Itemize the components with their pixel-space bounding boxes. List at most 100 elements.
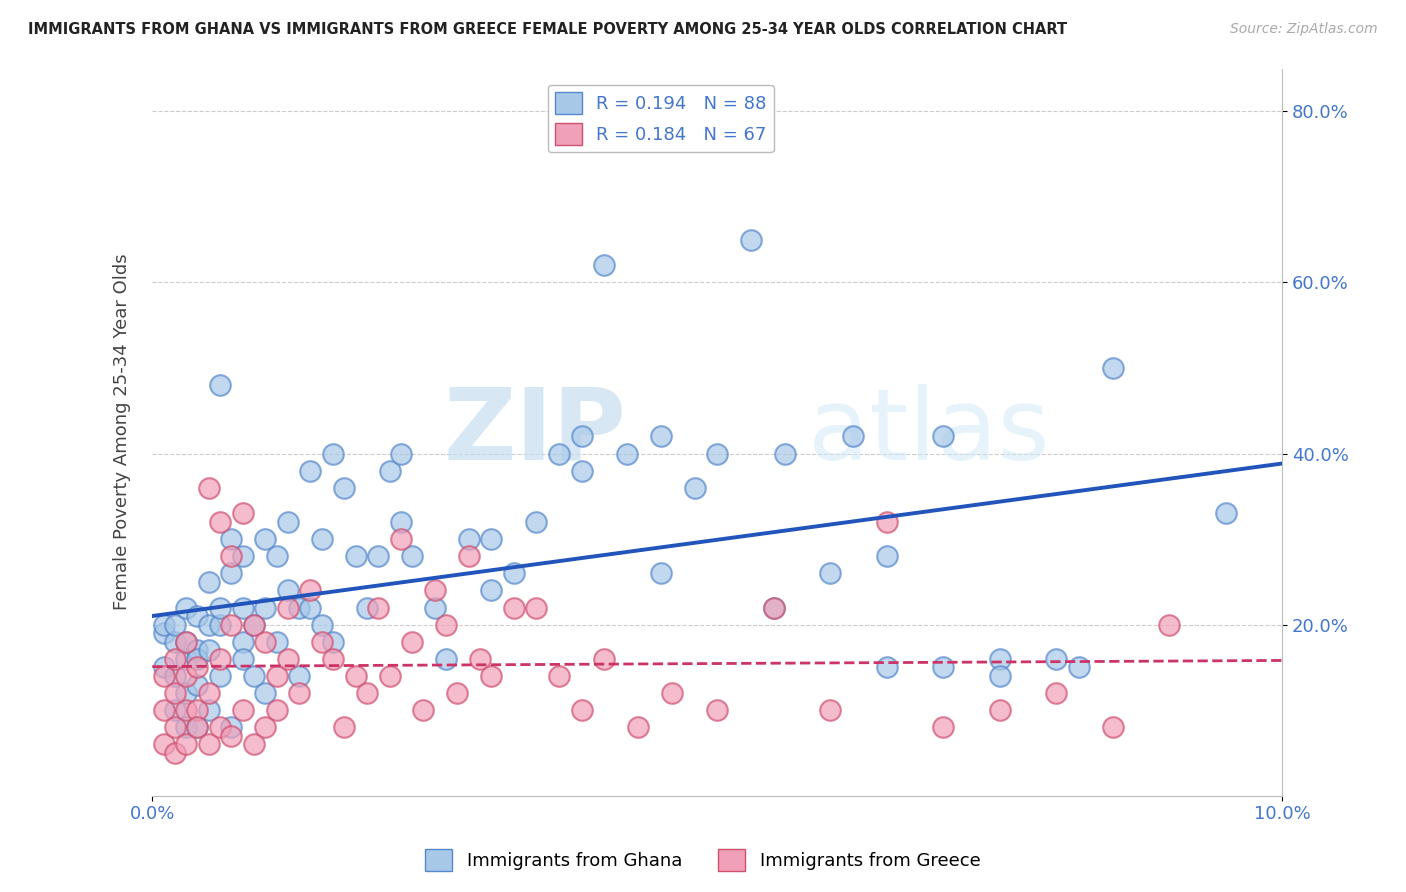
Point <box>1067 660 1090 674</box>
Point <box>232 634 254 648</box>
Point <box>288 686 311 700</box>
Point <box>152 617 174 632</box>
Point <box>174 686 197 700</box>
Point <box>152 669 174 683</box>
Point <box>876 549 898 564</box>
Point <box>254 532 277 546</box>
Point <box>232 549 254 564</box>
Point <box>389 532 412 546</box>
Point <box>593 258 616 272</box>
Point <box>243 617 266 632</box>
Point <box>232 600 254 615</box>
Point <box>344 669 367 683</box>
Point <box>163 617 186 632</box>
Text: ZIP: ZIP <box>444 384 627 481</box>
Point <box>221 532 243 546</box>
Point <box>299 464 322 478</box>
Point <box>389 446 412 460</box>
Point <box>186 720 208 734</box>
Point <box>221 720 243 734</box>
Point <box>221 549 243 564</box>
Point <box>277 583 299 598</box>
Point <box>932 720 955 734</box>
Point <box>683 481 706 495</box>
Point <box>548 669 571 683</box>
Point <box>186 643 208 657</box>
Point <box>232 703 254 717</box>
Point <box>627 720 650 734</box>
Point <box>163 669 186 683</box>
Legend: R = 0.194   N = 88, R = 0.184   N = 67: R = 0.194 N = 88, R = 0.184 N = 67 <box>547 85 773 153</box>
Point <box>322 446 344 460</box>
Point <box>174 738 197 752</box>
Text: Source: ZipAtlas.com: Source: ZipAtlas.com <box>1230 22 1378 37</box>
Point <box>468 652 491 666</box>
Point <box>762 600 785 615</box>
Point <box>593 652 616 666</box>
Point <box>740 233 762 247</box>
Point <box>322 652 344 666</box>
Point <box>254 600 277 615</box>
Point <box>221 566 243 581</box>
Point <box>367 549 389 564</box>
Point <box>186 609 208 624</box>
Point <box>174 652 197 666</box>
Point <box>479 583 502 598</box>
Point <box>254 686 277 700</box>
Point <box>876 660 898 674</box>
Point <box>367 600 389 615</box>
Point <box>423 583 446 598</box>
Point <box>548 446 571 460</box>
Point <box>299 600 322 615</box>
Point <box>1215 507 1237 521</box>
Point <box>1101 361 1123 376</box>
Point <box>174 634 197 648</box>
Point <box>311 617 333 632</box>
Point <box>526 600 548 615</box>
Point <box>209 720 232 734</box>
Point <box>457 532 479 546</box>
Point <box>661 686 683 700</box>
Point <box>186 677 208 691</box>
Point <box>932 429 955 443</box>
Point <box>221 617 243 632</box>
Point <box>446 686 468 700</box>
Point <box>266 634 288 648</box>
Point <box>197 617 219 632</box>
Point <box>152 703 174 717</box>
Point <box>209 515 232 529</box>
Point <box>163 634 186 648</box>
Point <box>356 600 378 615</box>
Point <box>378 464 401 478</box>
Point <box>243 617 266 632</box>
Point <box>502 600 524 615</box>
Point <box>288 669 311 683</box>
Point <box>186 652 208 666</box>
Point <box>277 600 299 615</box>
Point <box>932 660 955 674</box>
Point <box>479 669 502 683</box>
Point <box>434 617 457 632</box>
Point <box>650 566 672 581</box>
Point <box>706 446 728 460</box>
Point <box>209 378 232 392</box>
Point <box>401 634 423 648</box>
Point <box>209 617 232 632</box>
Point <box>706 703 728 717</box>
Point <box>479 532 502 546</box>
Point <box>773 446 796 460</box>
Point <box>254 634 277 648</box>
Point <box>266 549 288 564</box>
Point <box>163 746 186 760</box>
Point <box>163 720 186 734</box>
Point <box>423 600 446 615</box>
Point <box>650 429 672 443</box>
Point <box>378 669 401 683</box>
Text: atlas: atlas <box>807 384 1049 481</box>
Point <box>197 574 219 589</box>
Point <box>988 669 1011 683</box>
Point <box>197 686 219 700</box>
Point <box>389 515 412 529</box>
Point <box>571 464 593 478</box>
Point <box>1045 686 1067 700</box>
